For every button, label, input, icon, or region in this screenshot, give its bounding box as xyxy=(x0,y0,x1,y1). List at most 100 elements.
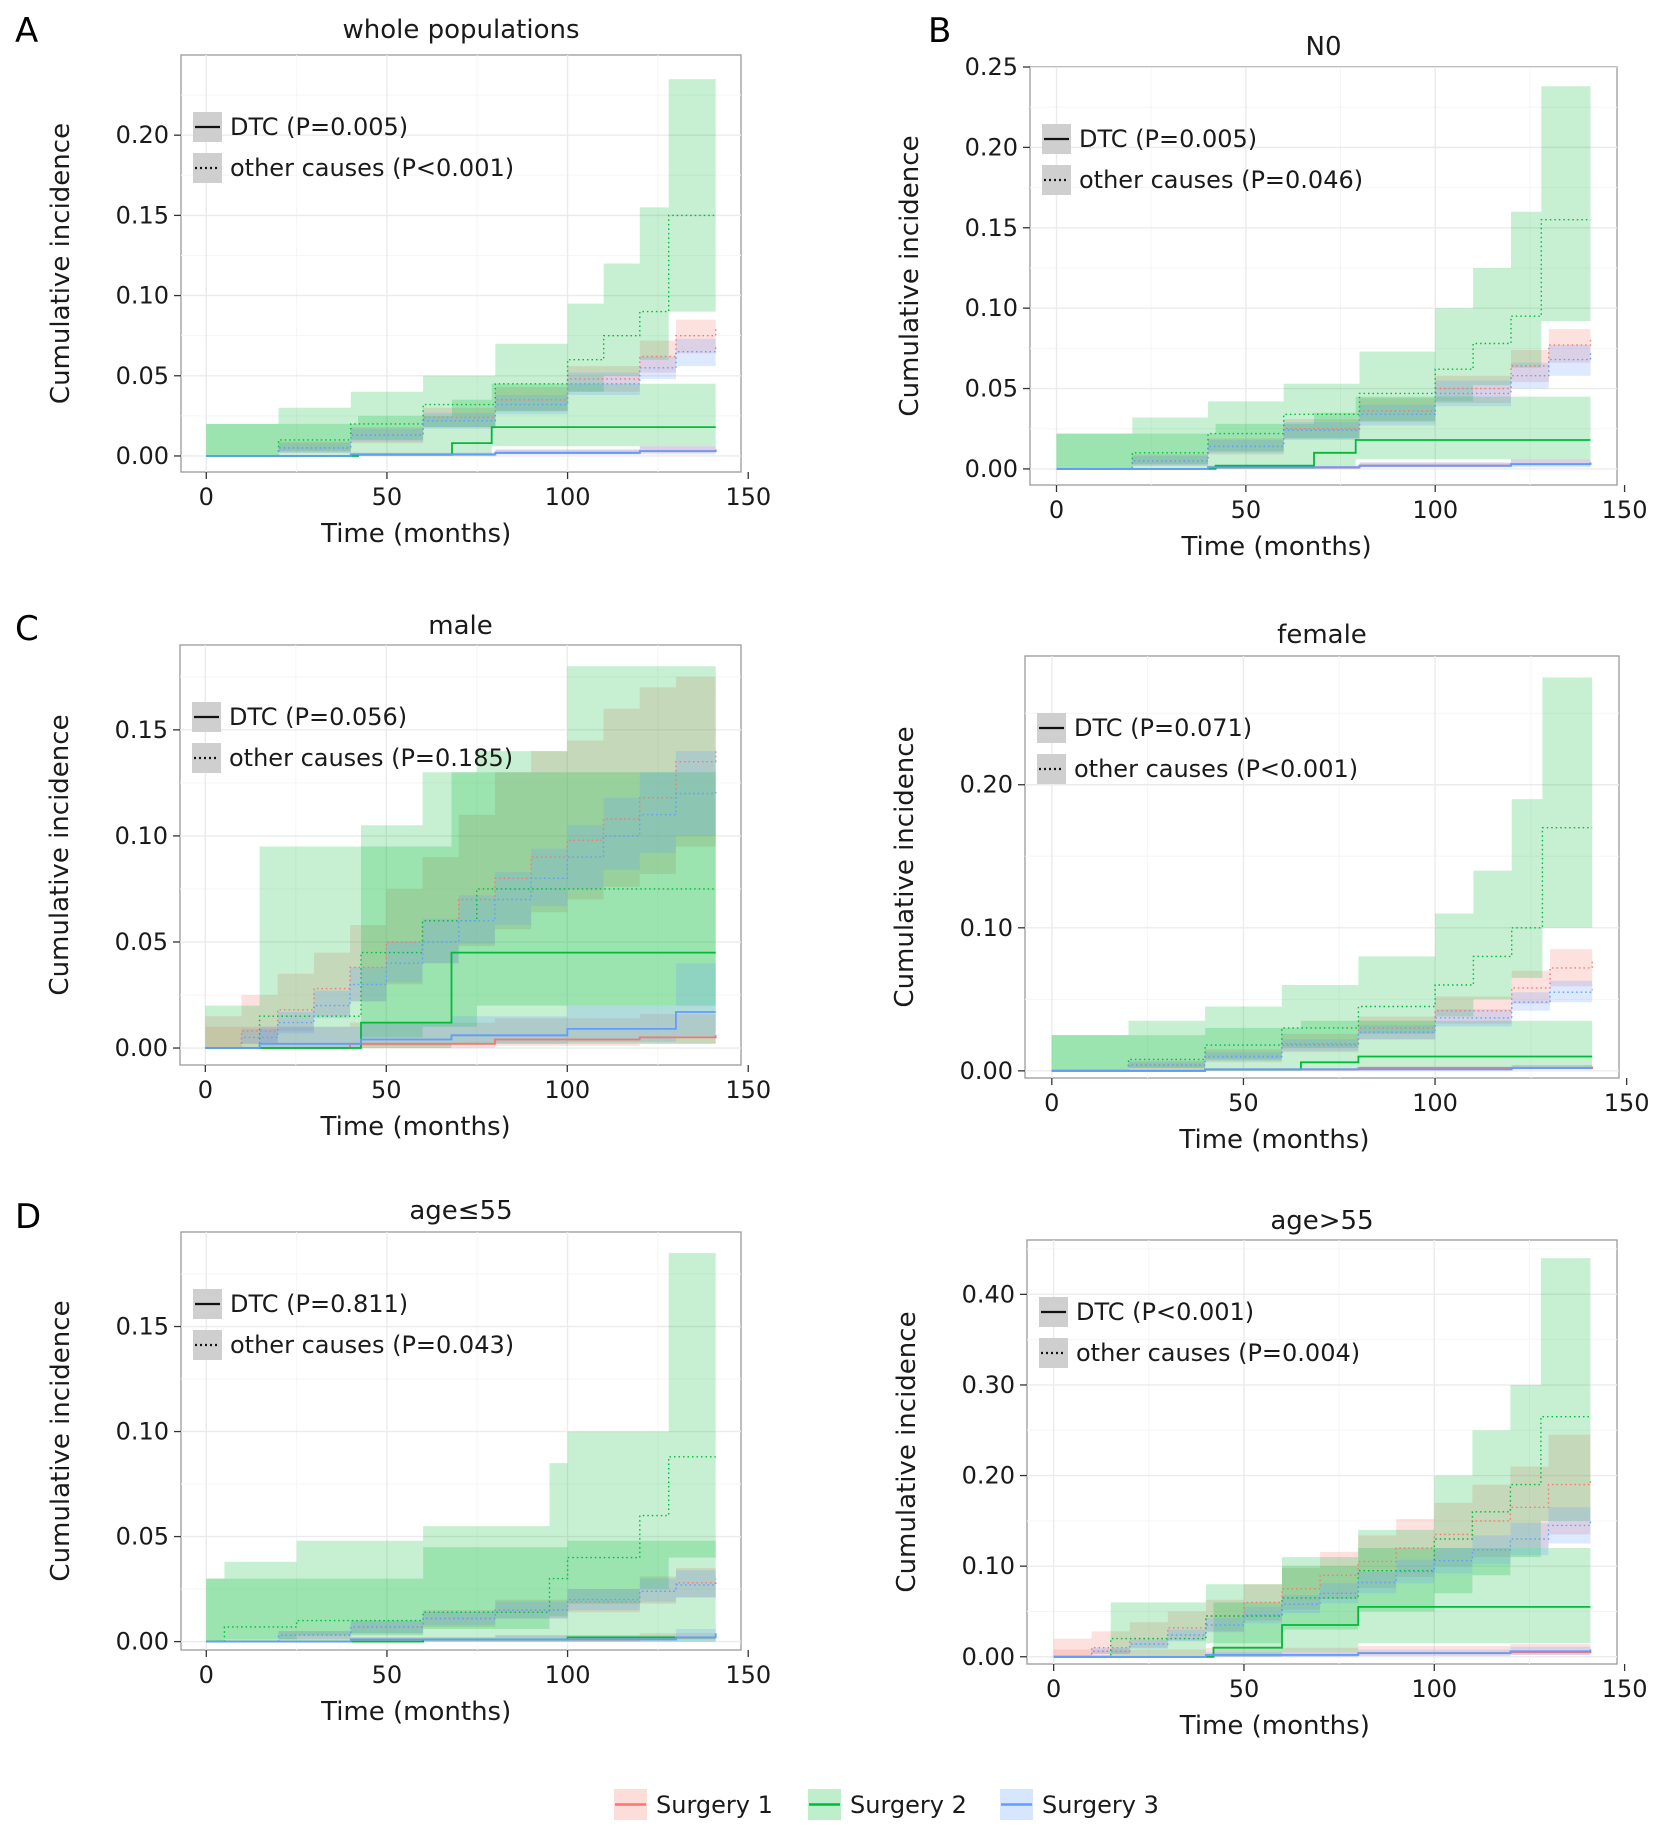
y-tick-label: 0.00 xyxy=(116,1628,169,1656)
panel-title: age≤55 xyxy=(409,1196,512,1226)
x-tick-label: 100 xyxy=(1411,1675,1457,1703)
y-tick-label: 0.20 xyxy=(962,1462,1015,1490)
line-surgery-2-dtc xyxy=(205,951,716,1049)
ci-band-surgery-1-other-causes xyxy=(205,676,716,1048)
line-surgery-2-dtc xyxy=(1053,1606,1591,1658)
y-tick-label: 0.00 xyxy=(116,442,169,470)
plot-area xyxy=(180,1231,742,1651)
x-tick-label: 50 xyxy=(372,1661,403,1689)
line-surgery-2-other-causes xyxy=(206,214,716,457)
line-surgery-1-dtc xyxy=(205,1035,717,1049)
legend-label: DTC (P=0.071) xyxy=(1074,714,1252,742)
panel-title: male xyxy=(428,611,492,641)
y-tick-label: 0.15 xyxy=(116,201,169,229)
x-tick-label: 100 xyxy=(544,1076,590,1104)
ci-band-surgery-3-other-causes xyxy=(206,1568,716,1642)
legend-label: other causes (P=0.043) xyxy=(230,1331,514,1359)
legend-key xyxy=(192,743,221,773)
inset-legend: DTC (P=0.071) other causes (P<0.001) xyxy=(1037,713,1358,784)
ci-band-surgery-2-other-causes xyxy=(1051,677,1593,1071)
line-surgery-1-other-causes xyxy=(206,327,717,457)
x-tick-label: 0 xyxy=(1049,496,1064,524)
inset-legend: DTC (P=0.056) other causes (P=0.185) xyxy=(192,702,513,773)
x-axis-title: Time (months) xyxy=(320,1112,511,1142)
panels: 0 50 100 150 0.00 0.05 0.10 0.15 0.20 Time (month… xyxy=(15,11,1650,1741)
ci-band-surgery-2-other-causes xyxy=(1056,86,1591,469)
y-tick-label: 0.25 xyxy=(965,53,1018,81)
panel-letter: B xyxy=(928,11,951,51)
legend-label-surgery-2: Surgery 2 xyxy=(850,1791,967,1819)
y-tick-label: 0.10 xyxy=(962,1552,1015,1580)
panel-5: 0 50 100 150 0.00 0.05 0.10 0.15 Time (months) Cu… xyxy=(15,1196,771,1727)
legend-label: other causes (P=0.185) xyxy=(229,744,513,772)
panel-title: N0 xyxy=(1306,32,1342,62)
x-tick-label: 0 xyxy=(198,1076,213,1104)
inset-legend: DTC (P=0.005) other causes (P=0.046) xyxy=(1042,124,1363,195)
line-surgery-3-dtc xyxy=(206,449,717,457)
gridlines xyxy=(1030,67,1617,485)
y-tick-label: 0.05 xyxy=(116,362,169,390)
ci-band-surgery-2-dtc xyxy=(206,1536,716,1642)
x-tick-label: 50 xyxy=(1229,1675,1260,1703)
ci-band-surgery-2-other-causes xyxy=(1053,1258,1591,1657)
y-axis-title: Cumulative incidence xyxy=(46,1300,76,1581)
x-tick-label: 50 xyxy=(1228,1089,1259,1117)
ci-band-surgery-3-other-causes xyxy=(1051,976,1593,1071)
line-surgery-3-other-causes xyxy=(205,789,717,1049)
ci-band-surgery-2-dtc xyxy=(206,383,716,456)
line-surgery-3-dtc xyxy=(1053,1649,1592,1658)
y-tick-label: 0.00 xyxy=(115,1034,168,1062)
line-surgery-2-other-causes xyxy=(206,1456,716,1643)
panel-letter: D xyxy=(15,1197,41,1237)
series-layer xyxy=(1056,86,1592,470)
ci-band-surgery-1-other-causes xyxy=(1051,942,1593,1071)
y-axis-title: Cumulative incidence xyxy=(892,1311,922,1592)
legend-key xyxy=(1039,1338,1068,1368)
line-surgery-3-other-causes xyxy=(206,346,717,457)
x-tick-label: 100 xyxy=(1412,496,1458,524)
panel-title: female xyxy=(1277,620,1367,650)
x-tick-label: 0 xyxy=(199,483,214,511)
figure-legend: Surgery 1 Surgery 2 Surgery 3 xyxy=(614,1789,1159,1820)
ci-band-surgery-1-other-causes xyxy=(206,1561,716,1642)
inset-legend: DTC (P=0.005) other causes (P<0.001) xyxy=(193,112,514,183)
x-axis-title: Time (months) xyxy=(320,1697,511,1727)
ci-band-surgery-3-dtc xyxy=(205,963,716,1048)
panel-6: 0 50 100 150 0.00 0.10 0.20 0.30 0.40 Time (month… xyxy=(892,1206,1648,1741)
x-tick-label: 0 xyxy=(1046,1675,1061,1703)
ci-band-surgery-3-other-causes xyxy=(1056,337,1591,469)
legend-label: other causes (P=0.004) xyxy=(1076,1339,1360,1367)
legend-label: DTC (P=0.811) xyxy=(230,1290,408,1318)
line-surgery-3-dtc xyxy=(1051,1067,1593,1072)
ci-band-surgery-2-dtc xyxy=(1053,1548,1591,1657)
line-surgery-2-other-causes xyxy=(205,888,716,1049)
y-tick-label: 0.10 xyxy=(965,294,1018,322)
y-axis-title: Cumulative incidence xyxy=(895,135,925,416)
y-tick-label: 0.00 xyxy=(965,455,1018,483)
legend-label: other causes (P<0.001) xyxy=(1074,755,1358,783)
ci-band-surgery-1-other-causes xyxy=(1056,317,1591,469)
legend-label: DTC (P=0.005) xyxy=(230,113,408,141)
line-surgery-3-dtc xyxy=(1056,462,1592,470)
line-surgery-2-other-causes xyxy=(1053,1416,1591,1658)
line-surgery-2-other-causes xyxy=(1056,219,1591,470)
legend-label-surgery-3: Surgery 3 xyxy=(1042,1791,1159,1819)
legend-label: DTC (P=0.056) xyxy=(229,703,407,731)
y-tick-label: 0.20 xyxy=(116,121,169,149)
y-tick-label: 0.10 xyxy=(960,914,1013,942)
legend-key xyxy=(193,1330,222,1360)
y-tick-label: 0.10 xyxy=(116,1418,169,1446)
legend-label: DTC (P=0.005) xyxy=(1079,125,1257,153)
y-tick-label: 0.15 xyxy=(965,214,1018,242)
y-tick-label: 0.00 xyxy=(960,1057,1013,1085)
y-tick-label: 0.10 xyxy=(116,282,169,310)
x-tick-label: 150 xyxy=(1602,496,1648,524)
line-surgery-1-other-causes xyxy=(205,751,717,1049)
y-tick-label: 0.05 xyxy=(116,1523,169,1551)
ci-band-surgery-2-dtc xyxy=(1051,1020,1593,1071)
y-tick-label: 0.05 xyxy=(965,375,1018,403)
line-surgery-3-other-causes xyxy=(206,1582,717,1643)
x-tick-label: 100 xyxy=(545,483,591,511)
panel-1: 0 50 100 150 0.00 0.05 0.10 0.15 0.20 Time (month… xyxy=(15,11,771,549)
